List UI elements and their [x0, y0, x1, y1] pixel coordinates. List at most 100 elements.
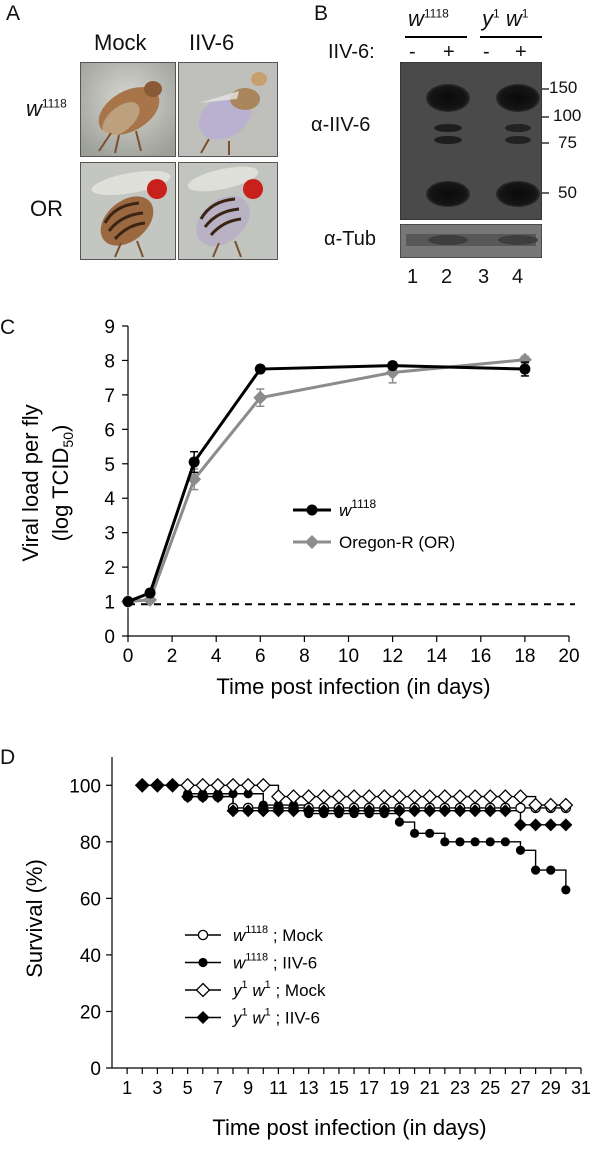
- d-point-3: [408, 804, 422, 818]
- d-point-1: [485, 837, 495, 847]
- d-legend-marker-3: [196, 1011, 210, 1024]
- d-point-2: [482, 789, 498, 805]
- lane-number-3: 3: [478, 266, 490, 288]
- c-y-tick-label: 4: [104, 489, 115, 510]
- d-point-3: [498, 804, 512, 818]
- d-point-3: [347, 804, 361, 818]
- d-point-3: [453, 804, 467, 818]
- photo-or-mock: [80, 162, 176, 260]
- d-point-2: [452, 789, 468, 805]
- c-y-axis-title-line2: (log TCID50): [48, 425, 76, 542]
- d-x-tick-label: 23: [450, 1078, 470, 1098]
- strain-underline-w1118: [405, 36, 467, 38]
- d-y-tick-label: 100: [69, 776, 101, 797]
- d-y-tick-label: 20: [80, 1002, 101, 1023]
- d-x-tick-label: 9: [243, 1078, 253, 1098]
- d-x-tick-label: 27: [510, 1078, 530, 1098]
- d-point-3: [181, 790, 195, 804]
- mw-ticks: [542, 88, 549, 194]
- lane-number-4: 4: [512, 266, 524, 288]
- c-point-1: [517, 352, 532, 367]
- c-point-1: [253, 390, 268, 405]
- d-point-3: [529, 818, 543, 832]
- d-point-2: [422, 789, 438, 805]
- c-y-tick-label: 1: [104, 593, 115, 614]
- c-point-0: [122, 596, 134, 608]
- c-y-tick-label: 7: [104, 386, 115, 407]
- d-point-3: [544, 818, 558, 832]
- d-point-2: [255, 777, 271, 793]
- c-y-tick-label: 2: [104, 558, 115, 579]
- d-point-3: [135, 778, 149, 792]
- infection-row-label: IIV-6:: [328, 41, 375, 63]
- d-point-2: [513, 789, 528, 805]
- c-y-tick-label: 5: [104, 455, 115, 476]
- panel-b-letter: B: [314, 2, 329, 25]
- mw-marker-75: 75: [558, 133, 577, 152]
- d-point-2: [497, 789, 513, 805]
- d-legend-label-3: y1 w1 ; IIV-6: [232, 1007, 320, 1028]
- d-point-1: [500, 837, 510, 847]
- d-x-tick-label: 29: [541, 1078, 561, 1098]
- d-legend-label-1: w1118 ; IIV-6: [233, 952, 317, 973]
- d-x-tick-label: 31: [571, 1078, 590, 1098]
- c-point-0: [144, 587, 156, 599]
- d-x-tick-label: 13: [299, 1078, 319, 1098]
- d-point-1: [561, 885, 571, 895]
- d-y-tick-label: 60: [80, 889, 101, 910]
- d-x-tick-label: 11: [269, 1078, 288, 1098]
- strain-header-w1118: w1118: [408, 6, 449, 31]
- c-x-tick-label: 18: [514, 646, 535, 667]
- d-point-0: [515, 802, 526, 814]
- d-point-2: [361, 789, 377, 805]
- c-x-tick-label: 6: [255, 646, 266, 667]
- d-x-tick-label: 15: [329, 1078, 349, 1098]
- d-point-2: [346, 789, 362, 805]
- d-legend-label-2: y1 w1 ; Mock: [232, 979, 326, 1000]
- d-point-2: [407, 789, 422, 805]
- d-legend-marker-2: [195, 982, 211, 998]
- western-blot-tubulin: [399, 223, 543, 263]
- c-x-tick-label: 8: [299, 646, 310, 667]
- c-y-tick-label: 3: [104, 524, 115, 545]
- d-point-1: [470, 837, 480, 847]
- d-point-2: [225, 777, 241, 793]
- mw-marker-150: 150: [549, 78, 578, 97]
- d-point-1: [440, 837, 450, 847]
- c-x-tick-label: 14: [426, 646, 448, 667]
- c-x-axis-title: Time post infection (in days): [216, 674, 490, 699]
- d-legend-marker-1: [198, 957, 208, 968]
- d-point-2: [543, 797, 559, 813]
- c-y-tick-label: 6: [104, 420, 115, 441]
- c-x-tick-label: 2: [167, 646, 178, 667]
- c-x-tick-label: 4: [211, 646, 222, 667]
- photo-w1118-mock: [80, 62, 176, 157]
- d-point-2: [467, 789, 483, 805]
- d-point-3: [559, 818, 573, 832]
- d-point-3: [423, 804, 437, 818]
- lane-number-1: 1: [407, 266, 419, 288]
- d-point-3: [332, 804, 346, 818]
- d-point-3: [392, 804, 406, 818]
- d-point-2: [286, 789, 301, 805]
- infection-sign-lane4: +: [515, 41, 527, 63]
- c-series-line-0: [127, 364, 525, 603]
- d-point-1: [515, 845, 526, 855]
- d-point-2: [180, 777, 196, 793]
- d-point-3: [317, 804, 331, 818]
- antibody-label-iiv6: α-IIV-6: [311, 114, 371, 136]
- western-blot-main: [399, 61, 543, 225]
- d-point-3: [241, 804, 255, 818]
- d-x-tick-label: 5: [183, 1078, 193, 1098]
- d-x-tick-label: 21: [420, 1078, 440, 1098]
- d-point-3: [513, 818, 527, 832]
- c-legend-label-0: w1118: [339, 497, 377, 520]
- d-point-3: [377, 804, 391, 818]
- c-y-tick-label: 0: [104, 627, 115, 648]
- panel-a-letter: A: [6, 2, 21, 25]
- d-point-2: [392, 789, 407, 805]
- d-point-1: [531, 865, 541, 875]
- infection-sign-lane3: -: [483, 41, 490, 63]
